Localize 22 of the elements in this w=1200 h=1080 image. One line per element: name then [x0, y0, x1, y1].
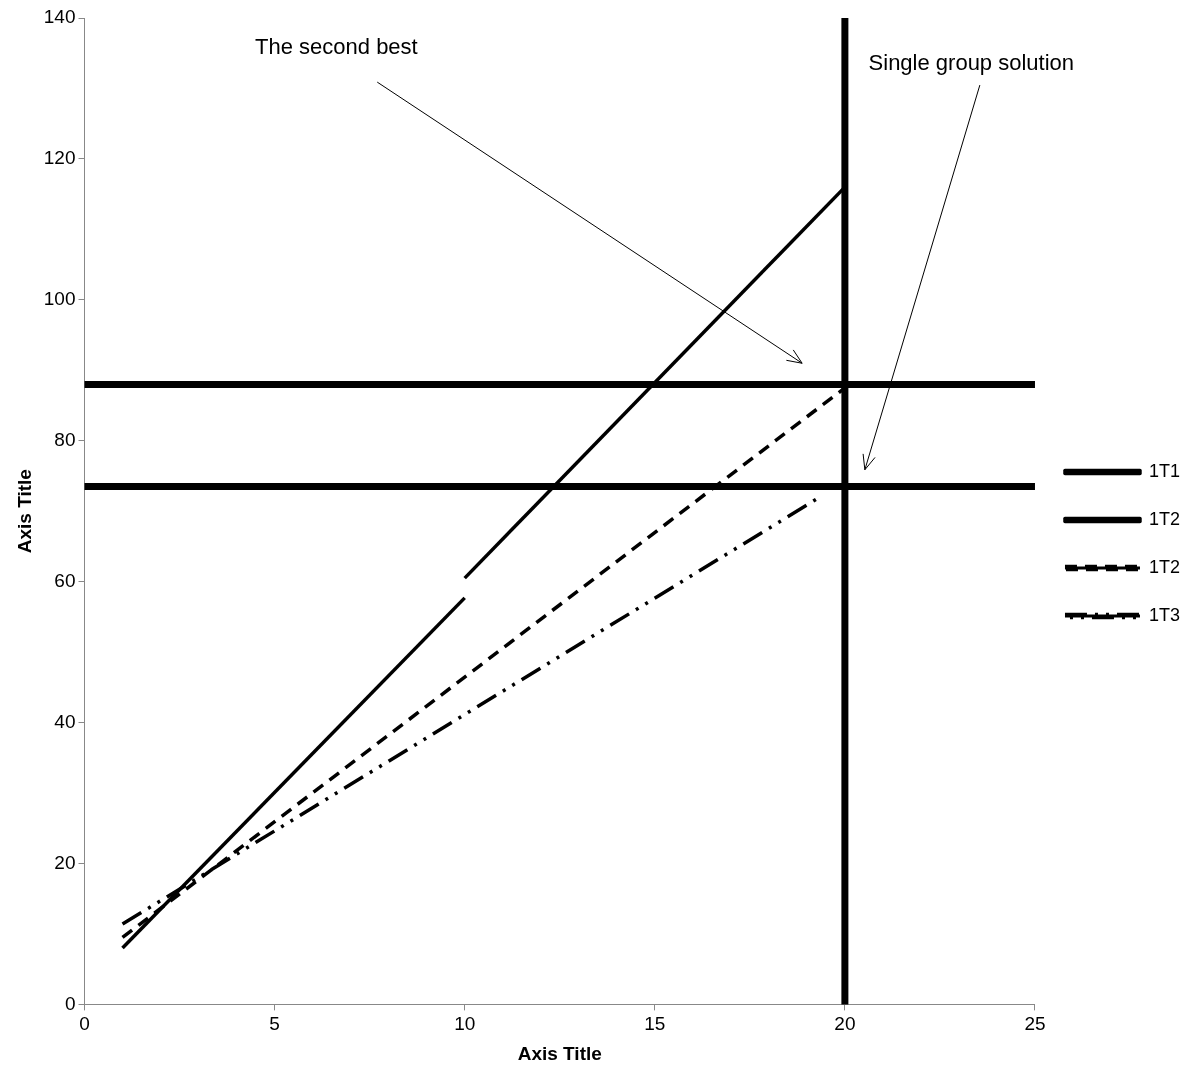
- y-tick-label: 100: [43, 288, 76, 310]
- x-tick-label: 5: [269, 1013, 280, 1035]
- x-tick-label: 10: [454, 1013, 476, 1035]
- x-axis-title: Axis Title: [517, 1042, 602, 1064]
- legend-label: 1T3: [1148, 604, 1181, 625]
- legend-label: 1T1: [1148, 460, 1181, 481]
- y-tick-label: 60: [54, 569, 76, 591]
- annotation: Single group solution: [868, 50, 1075, 76]
- legend-label: 1T2: [1148, 556, 1181, 577]
- y-tick-label: 80: [54, 428, 76, 450]
- annotation: The second best: [255, 33, 418, 59]
- y-tick-label: 140: [43, 6, 76, 28]
- y-tick-label: 20: [54, 851, 76, 873]
- y-tick-label: 40: [54, 710, 76, 732]
- x-tick-label: 15: [644, 1013, 666, 1035]
- x-tick-label: 20: [834, 1013, 856, 1035]
- x-tick-label: 0: [79, 1013, 90, 1035]
- legend-label: 1T2: [1148, 508, 1181, 529]
- y-axis-title: Axis Title: [13, 469, 35, 554]
- x-tick-label: 25: [1024, 1013, 1046, 1035]
- y-tick-label: 120: [43, 147, 76, 169]
- y-tick-label: 0: [64, 992, 76, 1014]
